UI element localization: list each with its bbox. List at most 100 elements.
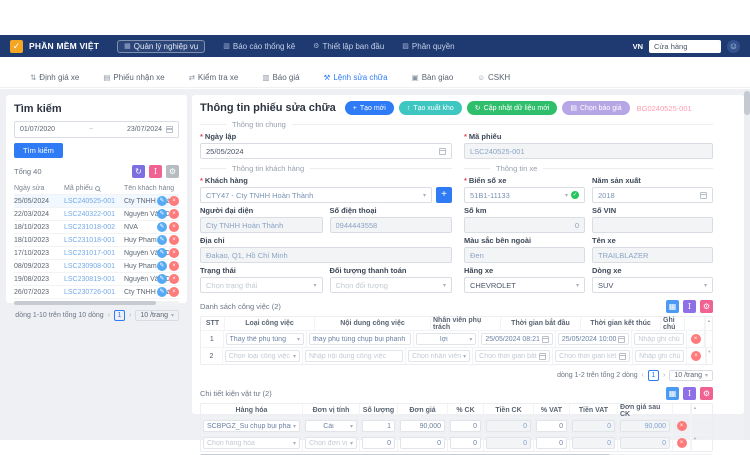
add-customer-button[interactable]: + (436, 187, 452, 203)
work-type-select[interactable]: Thay thế phụ tùng ▾ (225, 333, 304, 345)
unit-select[interactable]: Chọn đơn vị tính▾ (305, 437, 357, 449)
column-settings-button[interactable]: ⚙ (166, 165, 179, 178)
column-settings-button[interactable]: ⚙ (700, 300, 713, 313)
table-row[interactable]: 18/10/2023 LSC231018-001 Huy Pham ✎ × (14, 234, 179, 247)
table-row[interactable]: 08/09/2023 LSC230908-001 Huy Pham ✎ × (14, 260, 179, 273)
delete-icon[interactable]: × (169, 235, 179, 245)
row-height-button[interactable]: I (683, 300, 696, 313)
page-size-select[interactable]: 10 /trang ▾ (135, 310, 179, 321)
tab-phieu-nhan-xe[interactable]: ▤ Phiếu nhận xe (103, 73, 164, 82)
delete-icon[interactable]: × (169, 274, 179, 284)
edit-icon[interactable]: ✎ (157, 248, 167, 258)
delete-icon[interactable]: × (169, 209, 179, 219)
create-button[interactable]: + Tạo mới (344, 101, 394, 115)
end-time-input[interactable]: 25/05/2024 10:00 (557, 333, 630, 345)
table-scrollbar[interactable]: ▲ (691, 404, 698, 417)
edit-icon[interactable]: ✎ (157, 261, 167, 271)
delete-icon[interactable]: × (676, 438, 687, 448)
column-settings-button[interactable]: ⚙ (700, 387, 713, 400)
table-row[interactable]: 19/08/2023 LSC230819-001 Nguyễn Văn C ✎ × (14, 273, 179, 286)
work-type-select[interactable]: Chọn loại công việc ▾ (224, 350, 300, 362)
table-scrollbar[interactable]: ▲ (705, 317, 712, 330)
page-scrollbar[interactable] (744, 89, 750, 440)
discount-pct-input[interactable]: 0 (450, 437, 481, 449)
unit-select[interactable]: Cái ▾ (305, 420, 357, 432)
tab-lenh-sua-chua[interactable]: ⚒ Lệnh sửa chữa (324, 73, 388, 82)
table-row[interactable]: 18/10/2023 LSC231018-002 NVA ✎ × (14, 221, 179, 234)
edit-icon[interactable]: ✎ (157, 274, 167, 284)
end-time-input[interactable]: Chọn thời gian kết th... (555, 350, 631, 362)
create-export-button[interactable]: ↑ Tạo xuất kho (398, 101, 462, 115)
khach-hang-select[interactable]: CTY47 - Cty TNHH Hoàn Thành ▾ (200, 187, 432, 203)
product-select[interactable]: Chọn hàng hóa ▾ (203, 437, 300, 449)
menu-thiet-lap-ban-dau[interactable]: ⚙ Thiết lập ban đầu (313, 42, 384, 51)
prev-page-button[interactable]: ‹ (641, 372, 644, 379)
tab-dinh-gia-xe[interactable]: ⇅ Định giá xe (30, 73, 79, 82)
start-time-input[interactable]: Chọn thời gian bắt đ... (475, 350, 551, 362)
quote-code-link[interactable]: BG0240525-001 (636, 103, 692, 113)
row-height-button[interactable]: I (683, 387, 696, 400)
delete-icon[interactable]: × (169, 248, 179, 258)
bien-so-select[interactable]: 51B1-11133 ▾ ✓ (464, 187, 585, 203)
delete-icon[interactable]: × (691, 351, 702, 361)
prev-page-button[interactable]: ‹ (107, 312, 110, 319)
next-page-button[interactable]: › (663, 372, 666, 379)
update-data-button[interactable]: ↻ Cập nhật dữ liệu mới (466, 101, 558, 115)
menu-phan-quyen[interactable]: ▨ Phân quyền (402, 42, 454, 51)
delete-icon[interactable]: × (690, 334, 701, 344)
dong-xe-select[interactable]: SUV ▾ (592, 277, 713, 293)
work-content-input[interactable]: thay phụ tùng chụp bụi phanh (308, 333, 412, 345)
vat-pct-input[interactable]: 0 (536, 437, 567, 449)
delete-icon[interactable]: × (169, 261, 179, 271)
tab-cskh[interactable]: ☺ CSKH (477, 73, 510, 82)
table-view-button[interactable]: ▦ (666, 300, 679, 313)
next-page-button[interactable]: › (129, 312, 132, 319)
horizontal-scrollbar[interactable] (14, 301, 179, 305)
trang-thai-select[interactable]: Chọn trạng thái ▾ (200, 277, 323, 293)
tab-ban-giao[interactable]: ▣ Bàn giao (412, 73, 454, 82)
date-range-input[interactable]: 01/07/2020 ~ 23/07/2024 (14, 121, 179, 138)
start-time-input[interactable]: 25/05/2024 08:21 (481, 333, 553, 345)
price-input[interactable]: 90,000 (400, 420, 445, 432)
edit-icon[interactable]: ✎ (157, 209, 167, 219)
search-icon[interactable] (94, 185, 100, 191)
delete-icon[interactable]: × (169, 222, 179, 232)
delete-icon[interactable]: × (169, 196, 179, 206)
hang-xe-select[interactable]: CHEVROLET ▾ (464, 277, 585, 293)
delete-icon[interactable]: × (169, 287, 179, 297)
page-number[interactable]: 1 (114, 310, 125, 321)
menu-bao-cao-thong-ke[interactable]: ▥ Báo cáo thống kê (223, 42, 295, 51)
menu-quan-ly-nghiep-vu[interactable]: ▦ Quản lý nghiệp vụ (117, 39, 206, 53)
search-button[interactable]: Tìm kiếm (14, 143, 63, 158)
table-row[interactable]: 22/03/2024 LSC240322-001 Nguyễn Văn C ✎ × (14, 208, 179, 221)
table-row[interactable]: 25/05/2024 LSC240525-001 Cty TNHH Hoà ✎ × (14, 195, 179, 208)
edit-icon[interactable]: ✎ (157, 287, 167, 297)
table-row[interactable]: 17/10/2023 LSC231017-001 Nguyễn Văn C ✎ × (14, 247, 179, 260)
qty-input[interactable]: 1 (362, 420, 395, 432)
tab-bao-gia[interactable]: ▥ Báo giá (262, 73, 299, 82)
edit-icon[interactable]: ✎ (157, 235, 167, 245)
ngay-lap-input[interactable]: 25/05/2024 (200, 143, 452, 159)
vat-pct-input[interactable]: 0 (536, 420, 567, 432)
page-number[interactable]: 1 (648, 370, 659, 381)
note-input[interactable]: Nhập ghi chú (635, 350, 685, 362)
table-row[interactable]: 26/07/2023 LSC230726-001 Cty TNHH Hoà ✎ × (14, 286, 179, 299)
qty-input[interactable]: 0 (362, 437, 395, 449)
delete-icon[interactable]: × (676, 421, 687, 431)
select-quote-button[interactable]: ▤ Chọn báo giá (562, 101, 630, 115)
staff-select[interactable]: lợi ▾ (416, 333, 477, 345)
discount-pct-input[interactable]: 0 (450, 420, 481, 432)
refresh-button[interactable]: ↻ (132, 165, 145, 178)
edit-icon[interactable]: ✎ (157, 196, 167, 206)
table-view-button[interactable]: ▦ (666, 387, 679, 400)
product-select[interactable]: SCBPGZ_Su chụp bụi phanh Getz▾ (203, 420, 300, 432)
price-input[interactable]: 0 (400, 437, 445, 449)
user-avatar[interactable]: ☺ (727, 39, 740, 53)
page-size-select[interactable]: 10 /trang ▾ (669, 370, 713, 381)
tab-kiem-tra-xe[interactable]: ⇄ Kiểm tra xe (189, 73, 239, 82)
doi-tuong-select[interactable]: Chọn đối tượng ▾ (329, 277, 452, 293)
row-height-button[interactable]: I (149, 165, 162, 178)
staff-select[interactable]: Chọn nhân viên ▾ (408, 350, 471, 362)
note-input[interactable]: Nhập ghi chú (634, 333, 684, 345)
store-select[interactable]: Cửa hàng (649, 39, 721, 53)
